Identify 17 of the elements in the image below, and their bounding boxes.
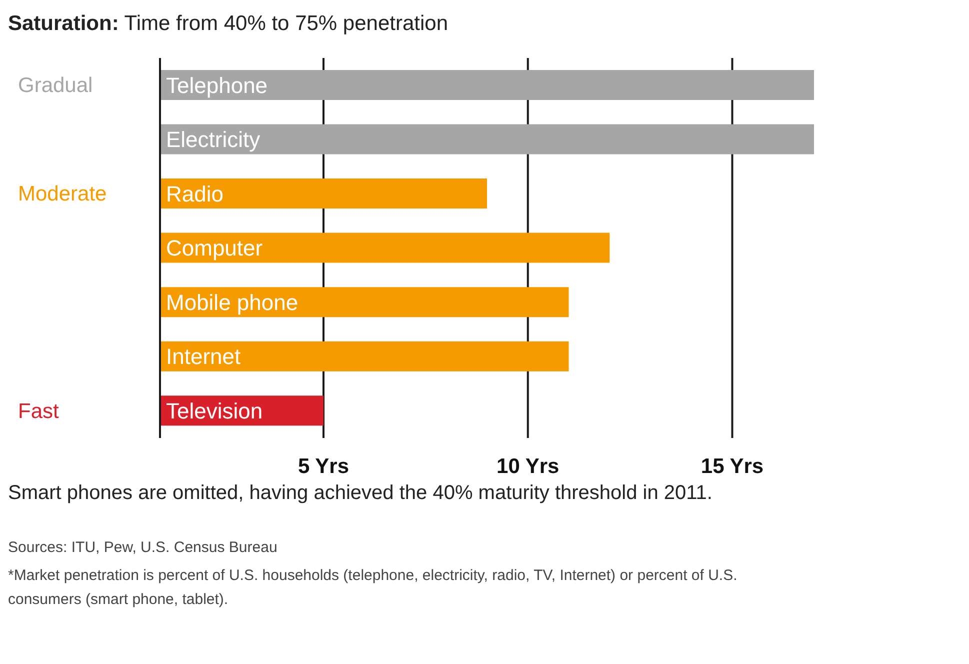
x-tick-label: 5 Yrs xyxy=(298,454,349,478)
y-tick-label: Radio xyxy=(166,181,224,206)
source-note: Sources: ITU, Pew, U.S. Census Bureau xyxy=(8,539,278,556)
text: *Market penetration is percent of U.S. households (telephone, electricity, radio, TV, Internet) or percent of U.S. consumers (smart phone, tablet). xyxy=(8,566,738,610)
text: Fast xyxy=(18,400,60,423)
y-tick-label: Computer xyxy=(166,236,263,261)
chart-title: Saturation: Time from 40% to 75% penetration xyxy=(8,11,450,37)
y-tick-label: Internet xyxy=(166,344,241,370)
text: Smart phones are omitted, having achieved the 40% maturity threshold in 2011. xyxy=(8,482,714,505)
x-tick-label: 15 Yrs xyxy=(700,454,764,478)
y-tick-label: Telephone xyxy=(166,72,268,98)
text: Gradual xyxy=(18,74,93,98)
y-tick-label: Television xyxy=(166,398,263,424)
text: Moderate xyxy=(18,182,107,206)
y-tick-label: Electricity xyxy=(166,127,260,152)
y-tick-label: Mobile phone xyxy=(166,290,298,315)
x-tick-label: 10 Yrs xyxy=(496,454,560,478)
